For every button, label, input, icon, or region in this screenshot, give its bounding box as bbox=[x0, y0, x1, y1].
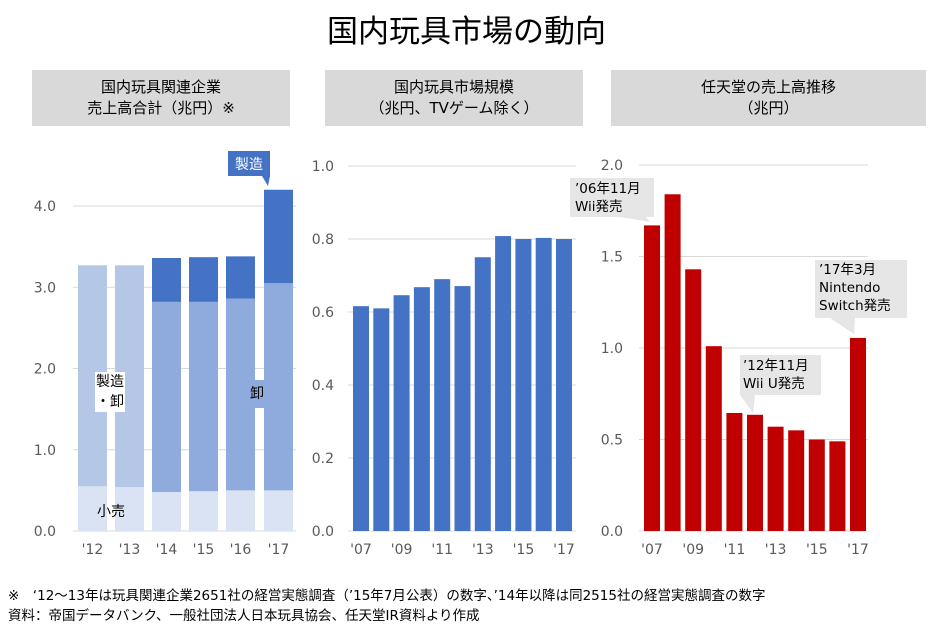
bar bbox=[434, 279, 451, 531]
chart1-title: 国内玩具関連企業 売上高合計（兆円）※ bbox=[32, 70, 290, 126]
bar bbox=[413, 287, 430, 531]
y-tick-label: 1.5 bbox=[601, 250, 623, 266]
y-tick-label: 0.8 bbox=[312, 232, 334, 248]
bar bbox=[556, 239, 572, 531]
label-mfg-whole: 製造・卸 bbox=[95, 372, 125, 412]
bar bbox=[726, 412, 743, 531]
bar-小売 bbox=[226, 490, 255, 531]
x-tick-label: '17 bbox=[847, 542, 869, 558]
callout-switch bbox=[815, 260, 907, 334]
bar bbox=[747, 414, 763, 531]
footnote: ※ ‘12～13年は玩具関連企業2651社の経営実態調査（’15年7月公表）の数… bbox=[8, 588, 766, 604]
y-tick-label: 0.0 bbox=[34, 524, 56, 540]
y-tick-label: 3.0 bbox=[34, 280, 56, 296]
y-tick-label: 0.6 bbox=[312, 305, 334, 321]
bar bbox=[353, 306, 369, 531]
x-tick-label: '07 bbox=[350, 542, 372, 558]
bar bbox=[705, 346, 722, 531]
x-tick-label: '12 bbox=[82, 542, 104, 558]
bar-製造 bbox=[189, 257, 218, 302]
x-tick-label: '13 bbox=[119, 542, 141, 558]
chart3-title: 任天堂の売上高推移 （兆円） bbox=[611, 70, 926, 126]
x-tick-label: '15 bbox=[513, 542, 535, 558]
label-bg bbox=[244, 380, 266, 408]
bar-卸 bbox=[189, 301, 218, 492]
bar bbox=[515, 239, 532, 531]
bar bbox=[767, 426, 784, 531]
x-tick-label: '17 bbox=[553, 542, 575, 558]
y-tick-label: 1.0 bbox=[34, 443, 56, 459]
y-tick-label: 0.0 bbox=[312, 524, 334, 540]
x-tick-label: '13 bbox=[765, 542, 787, 558]
chart2-title: 国内玩具市場規模 （兆円、TVゲーム除く） bbox=[325, 70, 583, 126]
bar bbox=[664, 194, 681, 531]
label-whole: 卸 bbox=[250, 386, 264, 402]
x-tick-label: '11 bbox=[724, 542, 746, 558]
y-tick-label: 0.4 bbox=[312, 378, 334, 394]
bar bbox=[393, 295, 410, 531]
bar-卸 bbox=[264, 283, 293, 491]
x-tick-label: '15 bbox=[806, 542, 828, 558]
bar bbox=[808, 439, 825, 531]
y-tick-label: 0.0 bbox=[601, 524, 623, 540]
x-tick-label: '16 bbox=[230, 542, 252, 558]
annotation-switch: ’17年3月 Nintendo Switch発売 bbox=[819, 262, 891, 314]
x-tick-label: '09 bbox=[682, 542, 704, 558]
bar bbox=[454, 286, 471, 531]
callout-wii bbox=[570, 178, 654, 222]
bar-小売 bbox=[115, 487, 144, 531]
x-tick-label: '13 bbox=[472, 542, 494, 558]
bar bbox=[829, 441, 846, 531]
x-tick-label: '14 bbox=[156, 542, 178, 558]
x-tick-label: '09 bbox=[391, 542, 413, 558]
bar bbox=[788, 430, 805, 531]
callout-wiiu bbox=[740, 355, 821, 413]
label-mfg: 製造 bbox=[235, 157, 263, 173]
bar-製造 bbox=[226, 256, 255, 299]
label-retail: 小売 bbox=[97, 504, 125, 520]
y-tick-label: 2.0 bbox=[601, 158, 623, 174]
y-tick-label: 4.0 bbox=[34, 199, 56, 215]
callout-mfg bbox=[228, 151, 270, 186]
bar bbox=[535, 237, 552, 531]
bar bbox=[474, 257, 491, 531]
annotation-wii: ’06年11月 Wii発売 bbox=[575, 181, 641, 215]
bar-製造 bbox=[264, 189, 293, 284]
label-gap bbox=[107, 500, 115, 528]
bar-小売 bbox=[78, 486, 107, 531]
y-tick-label: 2.0 bbox=[34, 362, 56, 378]
page-title: 国内玩具市場の動向 bbox=[327, 14, 606, 50]
x-tick-label: '07 bbox=[641, 542, 663, 558]
bar-製造 bbox=[152, 258, 181, 302]
x-tick-label: '11 bbox=[431, 542, 453, 558]
y-tick-label: 0.2 bbox=[312, 451, 334, 467]
bar bbox=[373, 308, 390, 531]
source-note: 資料：帝国データバンク、一般社団法人日本玩具協会、任天堂IR資料より作成 bbox=[8, 608, 480, 624]
bar bbox=[850, 337, 866, 531]
bar bbox=[495, 236, 512, 531]
bar bbox=[685, 269, 702, 531]
bar-小売 bbox=[189, 491, 218, 531]
y-tick-label: 0.5 bbox=[601, 433, 623, 449]
annotation-wiiu: ’12年11月 Wii U発売 bbox=[743, 358, 809, 392]
bar-小売 bbox=[152, 492, 181, 531]
bar bbox=[644, 225, 660, 531]
bar-卸 bbox=[152, 301, 181, 492]
y-tick-label: 1.0 bbox=[312, 159, 334, 175]
y-tick-label: 1.0 bbox=[601, 341, 623, 357]
x-tick-label: '15 bbox=[193, 542, 215, 558]
bar-小売 bbox=[264, 490, 293, 531]
x-tick-label: '17 bbox=[268, 542, 290, 558]
